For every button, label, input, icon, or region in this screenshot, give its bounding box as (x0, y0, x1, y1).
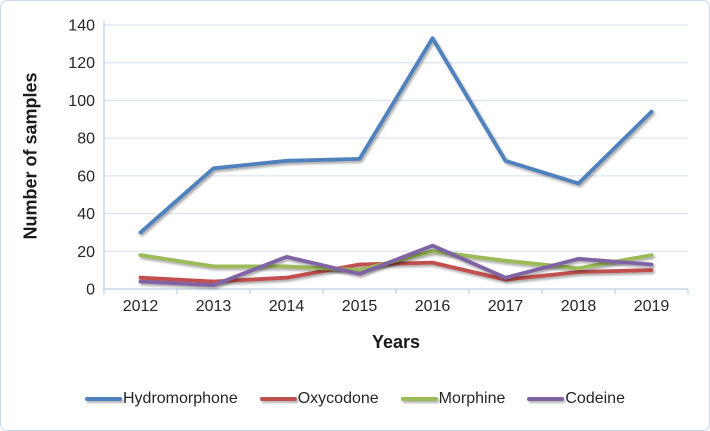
x-tick-label: 2016 (415, 298, 451, 315)
legend-swatch-codeine (527, 396, 565, 402)
legend-item-oxycodone: Oxycodone (259, 390, 379, 408)
y-tick-label: 20 (77, 244, 95, 261)
legend-swatch-hydromorphone (85, 396, 122, 402)
gridlines-group (104, 24, 688, 252)
x-tick-label: 2012 (123, 298, 159, 315)
legend: Hydromorphone Oxycodone Morphine Codeine (1, 390, 709, 408)
y-tick-label: 80 (77, 131, 95, 148)
y-tick-label: 60 (77, 168, 95, 185)
legend-item-morphine: Morphine (400, 390, 506, 408)
legend-item-hydromorphone: Hydromorphone (85, 390, 238, 408)
legend-label: Oxycodone (297, 390, 379, 407)
x-tick-label: 2014 (269, 298, 305, 315)
legend-label: Codeine (565, 390, 625, 407)
legend-label: Morphine (438, 390, 506, 407)
x-tick-labels: 2012 2013 2014 2015 2016 2017 2018 2019 (123, 298, 670, 315)
series-line-hydromorphone (138, 36, 654, 235)
y-tick-label: 100 (68, 93, 95, 110)
legend-item-codeine: Codeine (527, 390, 625, 408)
y-tick-label: 140 (68, 18, 95, 35)
series-line-codeine (138, 243, 654, 288)
y-tick-label: 120 (68, 55, 95, 72)
x-tick-label: 2017 (488, 298, 524, 315)
y-axis-title: Number of samples (20, 72, 41, 240)
axes-group (103, 21, 689, 294)
series-group (138, 36, 654, 288)
y-tick-label: 40 (77, 206, 95, 223)
x-tick-label: 2013 (196, 298, 232, 315)
legend-swatch-morphine (400, 396, 438, 402)
x-axis-title: Years (371, 332, 421, 352)
legend-swatch-oxycodone (259, 396, 297, 402)
x-tick-label: 2019 (634, 298, 670, 315)
x-tick-label: 2015 (342, 298, 378, 315)
y-tick-labels: 0 20 40 60 80 100 120 140 (68, 18, 95, 299)
legend-label: Hydromorphone (123, 390, 238, 407)
x-tick-label: 2018 (561, 298, 597, 315)
y-tick-label: 0 (86, 282, 95, 299)
